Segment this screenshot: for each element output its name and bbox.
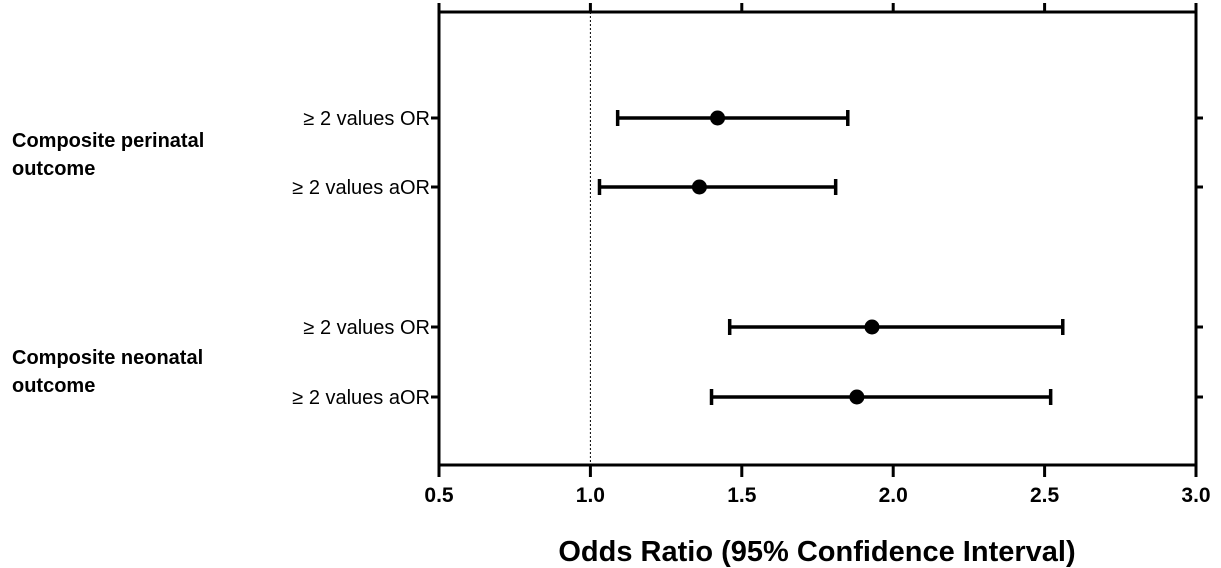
- group-label: Composite neonatal: [12, 347, 203, 369]
- point-estimate: [710, 110, 726, 126]
- group-label: Composite perinatal: [12, 130, 204, 152]
- row-label: ≥ 2 values OR: [303, 317, 430, 339]
- point-estimate: [864, 319, 880, 335]
- x-tick-label: 2.5: [1030, 484, 1060, 507]
- x-tick-label: 0.5: [424, 484, 454, 507]
- x-axis-title: Odds Ratio (95% Confidence Interval): [558, 536, 1075, 568]
- row-label: ≥ 2 values aOR: [292, 387, 430, 409]
- group-label: outcome: [12, 158, 95, 180]
- x-tick-label: 3.0: [1181, 484, 1210, 507]
- row-label: ≥ 2 values OR: [303, 108, 430, 130]
- point-estimate: [849, 389, 865, 405]
- row-label: ≥ 2 values aOR: [292, 177, 430, 199]
- group-label: outcome: [12, 375, 95, 397]
- group-labels-layer: Composite perinatal outcome Composite neon…: [12, 130, 204, 397]
- x-tick-label: 1.0: [576, 484, 605, 507]
- point-estimate: [691, 179, 707, 195]
- ticks-layer: 0.5 1.0 1.5 2.0 2.5 3.0: [424, 3, 1211, 507]
- x-tick-label: 1.5: [727, 484, 757, 507]
- x-tick-label: 2.0: [879, 484, 908, 507]
- rows-layer: ≥ 2 values OR ≥ 2 values aOR ≥ 2 values OR…: [292, 108, 1203, 409]
